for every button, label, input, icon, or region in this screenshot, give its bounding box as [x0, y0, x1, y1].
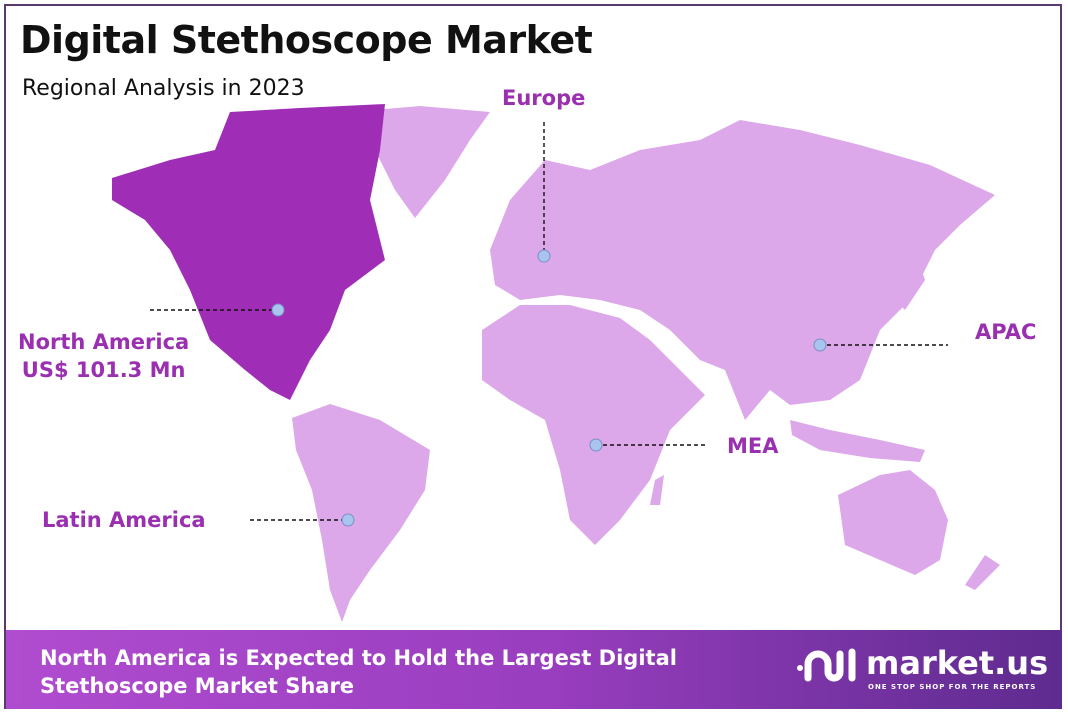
region-greenland [350, 106, 490, 218]
footer-banner: North America is Expected to Hold the La… [6, 630, 1062, 709]
region-indonesia [790, 420, 925, 462]
market-us-logo: market.us ONE STOP SHOP FOR THE REPORTS [796, 642, 1048, 691]
footer-line-2: Stethoscope Market Share [40, 674, 355, 698]
label-north-america-value: US$ 101.3 Mn [21, 358, 186, 382]
logo-tagline: ONE STOP SHOP FOR THE REPORTS [868, 683, 1037, 691]
region-africa [482, 305, 705, 545]
marker-europe [537, 249, 551, 263]
region-eurasia [490, 120, 995, 420]
footer-text: North America is Expected to Hold the La… [40, 644, 677, 700]
label-apac: APAC [975, 320, 1037, 344]
region-north-america [112, 104, 385, 400]
logo-word: market.us [866, 644, 1049, 682]
label-north-america-name: North America [18, 330, 190, 354]
marker-apac [813, 338, 827, 352]
label-mea: MEA [727, 434, 779, 458]
region-japan [895, 250, 925, 310]
footer-line-1: North America is Expected to Hold the La… [40, 646, 677, 670]
marker-mea [589, 438, 603, 452]
region-madagascar [650, 475, 664, 505]
page-title: Digital Stethoscope Market [20, 18, 593, 62]
page-subtitle: Regional Analysis in 2023 [22, 76, 305, 101]
label-latin-america: Latin America [42, 508, 206, 532]
label-europe: Europe [502, 86, 586, 110]
region-australia [838, 470, 948, 575]
logo-mark-icon [797, 648, 856, 682]
marker-latin-america [341, 513, 355, 527]
world-map [112, 104, 1000, 622]
marker-north-america [271, 303, 285, 317]
region-south-america [292, 404, 430, 622]
region-new-zealand [965, 555, 1000, 590]
label-north-america: North America US$ 101.3 Mn [18, 328, 189, 384]
